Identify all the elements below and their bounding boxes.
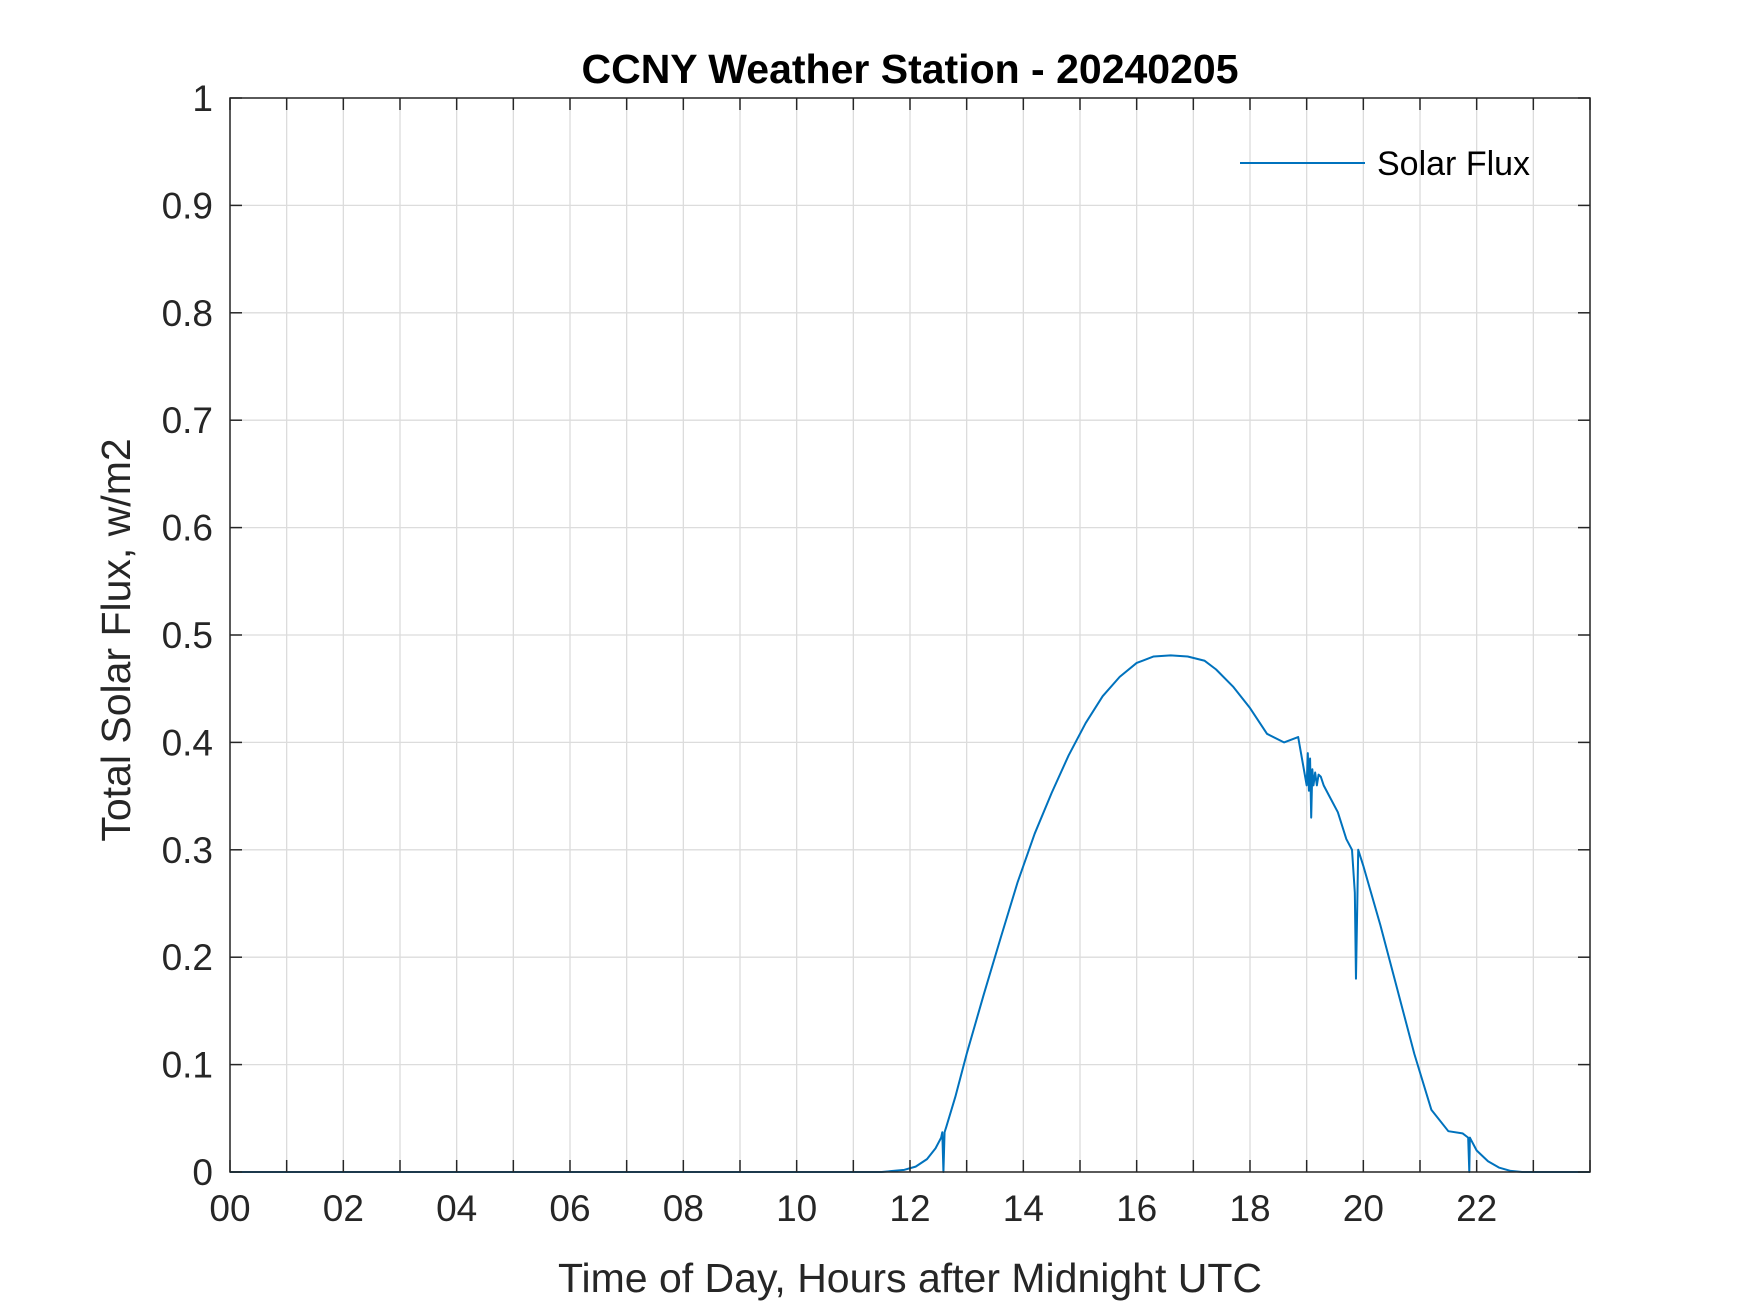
legend-entry-solar-flux: Solar Flux [1377, 145, 1530, 183]
x-tick-label: 02 [323, 1188, 364, 1229]
x-tick-label: 12 [889, 1188, 930, 1229]
y-tick-label: 0 [192, 1152, 213, 1193]
x-tick-label: 14 [1003, 1188, 1044, 1229]
y-tick-label: 0.2 [162, 937, 213, 978]
x-tick-label: 04 [436, 1188, 477, 1229]
x-tick-label: 16 [1116, 1188, 1157, 1229]
y-tick-label: 0.1 [162, 1045, 213, 1086]
tick-labels: 00 02 04 06 08 10 12 14 16 18 20 22 0 0.1 0.2 0.3 0.4 0.5… [162, 78, 1498, 1229]
series-layer [230, 654, 1590, 1173]
legend: Solar Flux [1240, 145, 1530, 183]
x-tick-label: 06 [549, 1188, 590, 1229]
y-axis-label: Total Solar Flux, w/m2 [93, 438, 139, 841]
x-tick-label: 08 [663, 1188, 704, 1229]
y-tick-label: 0.9 [162, 185, 213, 226]
axes [229, 97, 1591, 1173]
x-tick-label: 00 [209, 1188, 250, 1229]
y-tick-label: 0.8 [162, 293, 213, 334]
y-tick-label: 0.4 [162, 722, 213, 763]
x-tick-label: 22 [1456, 1188, 1497, 1229]
grid [229, 97, 1591, 1173]
x-tick-label: 10 [776, 1188, 817, 1229]
x-axis-label: Time of Day, Hours after Midnight UTC [558, 1255, 1262, 1301]
y-tick-label: 0.6 [162, 508, 213, 549]
y-tick-label: 1 [192, 78, 213, 119]
chart-title: CCNY Weather Station - 20240205 [581, 46, 1238, 92]
x-tick-label: 18 [1229, 1188, 1270, 1229]
y-tick-label: 0.3 [162, 830, 213, 871]
y-tick-label: 0.5 [162, 615, 213, 656]
y-tick-label: 0.7 [162, 400, 213, 441]
series-line-solar-flux [230, 654, 1590, 1173]
x-tick-label: 20 [1343, 1188, 1384, 1229]
